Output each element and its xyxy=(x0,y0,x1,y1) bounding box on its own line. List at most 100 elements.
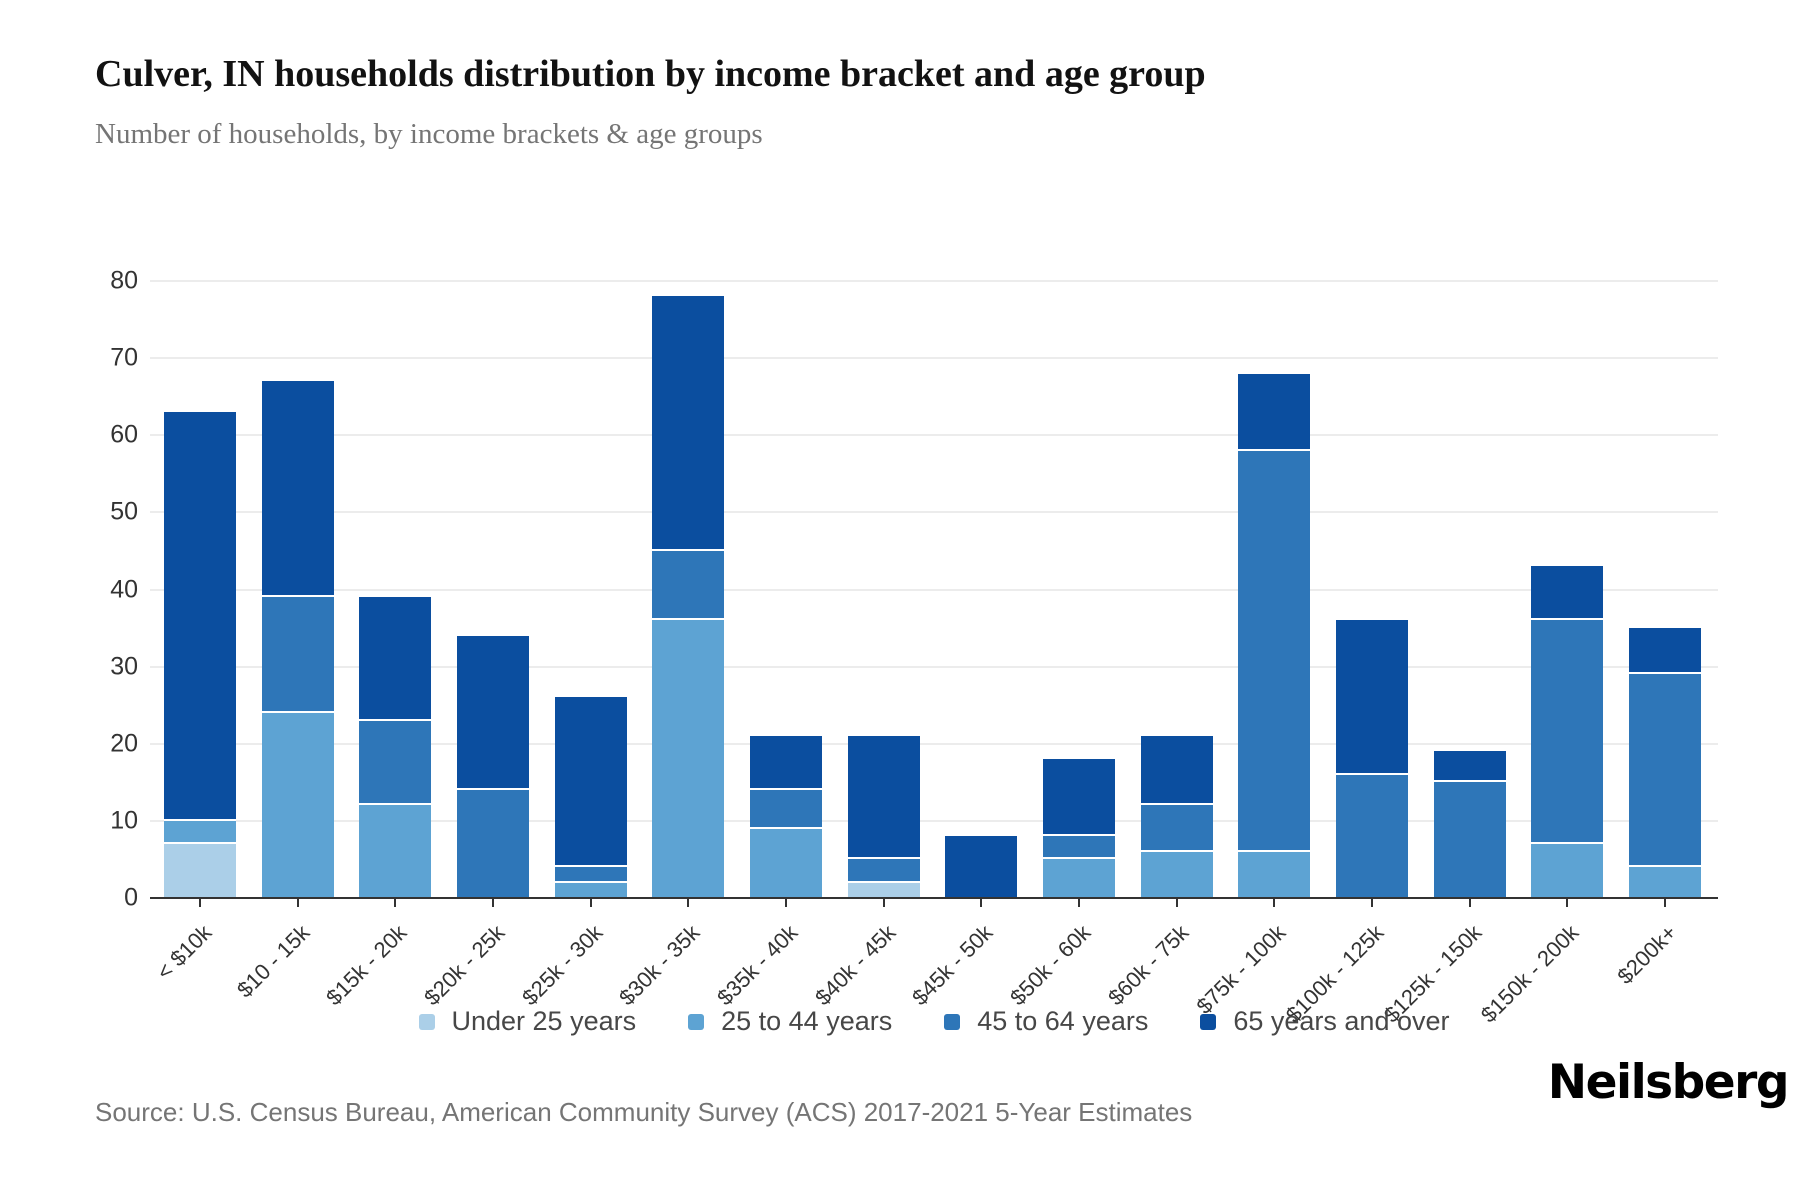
bar-$200k+ xyxy=(1629,628,1701,898)
bar-segment-45 to 64 years[interactable] xyxy=(1043,836,1115,860)
gridline xyxy=(150,742,1718,745)
x-axis-tick xyxy=(492,899,494,907)
bar-segment-45 to 64 years[interactable] xyxy=(1336,774,1408,898)
bar-segment-65 years and over[interactable] xyxy=(261,381,334,598)
y-axis-tick-label: 50 xyxy=(110,497,138,526)
x-axis-tick-label: $30k - 35k xyxy=(614,919,705,1011)
bar-segment-65 years and over[interactable] xyxy=(359,597,432,721)
bar-segment-45 to 64 years[interactable] xyxy=(457,790,529,898)
bar-segment-45 to 64 years[interactable] xyxy=(1140,805,1213,852)
legend-item-25 to 44 years[interactable]: 25 to 44 years xyxy=(688,1006,892,1037)
page-title: Culver, IN households distribution by in… xyxy=(95,53,1206,95)
bar-$50k - 60k xyxy=(1043,759,1115,898)
x-axis-tick xyxy=(1664,899,1666,907)
source-text: Source: U.S. Census Bureau, American Com… xyxy=(95,1097,1193,1127)
bar-segment-Under 25 years[interactable] xyxy=(164,843,236,898)
bar-segment-25 to 44 years[interactable] xyxy=(1238,851,1311,898)
bar-$30k - 35k xyxy=(652,296,725,898)
y-axis-tick-label: 40 xyxy=(110,575,138,603)
bar-segment-65 years and over[interactable] xyxy=(457,635,529,791)
x-axis-tick-label: $60k - 75k xyxy=(1102,919,1194,1011)
gridline xyxy=(150,280,1718,282)
legend-item-45 to 64 years[interactable]: 45 to 64 years xyxy=(944,1006,1148,1037)
bar-segment-25 to 44 years[interactable] xyxy=(164,820,236,844)
bar-segment-65 years and over[interactable] xyxy=(750,736,822,791)
bar-segment-25 to 44 years[interactable] xyxy=(1629,867,1701,898)
bar-segment-45 to 64 years[interactable] xyxy=(1629,674,1701,868)
bar-$45k - 50k xyxy=(945,836,1018,898)
bar-segment-25 to 44 years[interactable] xyxy=(359,805,432,898)
x-axis-tick xyxy=(882,899,885,907)
x-axis-tick-label: < $10k xyxy=(151,919,217,985)
bar-$150k - 200k xyxy=(1531,566,1604,898)
bar-segment-65 years and over[interactable] xyxy=(554,697,627,868)
bar-segment-65 years and over[interactable] xyxy=(164,412,236,821)
brand-logo[interactable]: Neilsberg xyxy=(1547,1055,1790,1110)
x-axis-tick xyxy=(1468,899,1471,907)
bar-segment-65 years and over[interactable] xyxy=(1238,373,1311,451)
legend-swatch-icon xyxy=(1200,1013,1217,1030)
x-axis-tick xyxy=(1078,899,1080,907)
bar-segment-25 to 44 years[interactable] xyxy=(1140,851,1213,898)
legend-label: 25 to 44 years xyxy=(721,1006,893,1036)
gridline xyxy=(150,434,1718,437)
x-axis-line xyxy=(150,897,1718,899)
y-axis-tick-label: 10 xyxy=(110,806,138,835)
legend-item-65 years and over[interactable]: 65 years and over xyxy=(1200,1006,1450,1037)
y-axis-tick-label: 80 xyxy=(110,266,138,295)
x-axis-tick-label: $20k - 25k xyxy=(419,919,510,1011)
bar-$100k - 125k xyxy=(1336,620,1408,898)
bar-segment-25 to 44 years[interactable] xyxy=(261,712,334,898)
bar-segment-45 to 64 years[interactable] xyxy=(554,867,627,883)
x-axis-tick-label: $40k - 45k xyxy=(809,919,901,1011)
bar-$15k - 20k xyxy=(359,597,432,898)
legend-swatch-icon xyxy=(944,1013,961,1030)
x-axis-tick-label: $200k+ xyxy=(1612,919,1682,989)
bar-segment-45 to 64 years[interactable] xyxy=(1531,620,1604,844)
bar-segment-25 to 44 years[interactable] xyxy=(1043,859,1115,898)
bar-$75k - 100k xyxy=(1238,373,1311,898)
page-subtitle: Number of households, by income brackets… xyxy=(95,118,763,150)
bar-$125k - 150k xyxy=(1433,751,1506,898)
gridline xyxy=(150,357,1718,360)
y-axis-tick-label: 30 xyxy=(110,652,138,681)
bar-segment-45 to 64 years[interactable] xyxy=(1238,450,1311,852)
bar-segment-45 to 64 years[interactable] xyxy=(847,859,920,883)
legend-label: 45 to 64 years xyxy=(977,1006,1149,1036)
bar-segment-65 years and over[interactable] xyxy=(1140,736,1213,806)
chart-legend: Under 25 years 25 to 44 years 45 to 64 yea… xyxy=(150,1006,1718,1037)
x-axis-tick xyxy=(1175,899,1178,907)
bar-segment-65 years and over[interactable] xyxy=(847,736,920,860)
bar-$60k - 75k xyxy=(1140,736,1213,898)
bar-segment-45 to 64 years[interactable] xyxy=(652,550,725,621)
bar-segment-25 to 44 years[interactable] xyxy=(750,828,822,898)
bar-segment-65 years and over[interactable] xyxy=(1629,628,1701,675)
bar-segment-65 years and over[interactable] xyxy=(1336,620,1408,775)
bar-segment-45 to 64 years[interactable] xyxy=(1433,782,1506,898)
bar-segment-65 years and over[interactable] xyxy=(652,296,725,551)
x-axis-tick xyxy=(1273,899,1276,907)
legend-swatch-icon xyxy=(418,1013,435,1030)
x-axis-tick-label: $45k - 50k xyxy=(907,919,998,1011)
bar-< $10k xyxy=(164,412,236,898)
bar-segment-Under 25 years[interactable] xyxy=(847,882,920,898)
y-axis-tick-label: 60 xyxy=(110,420,138,449)
x-axis-tick xyxy=(589,899,592,907)
bar-$40k - 45k xyxy=(847,736,920,898)
x-axis-tick xyxy=(687,899,690,907)
bar-segment-25 to 44 years[interactable] xyxy=(554,882,627,898)
bar-$35k - 40k xyxy=(750,736,822,898)
bar-segment-25 to 44 years[interactable] xyxy=(1531,844,1604,898)
bar-segment-65 years and over[interactable] xyxy=(1531,566,1604,621)
bar-segment-45 to 64 years[interactable] xyxy=(750,790,822,829)
bar-segment-65 years and over[interactable] xyxy=(1043,759,1115,837)
bar-segment-25 to 44 years[interactable] xyxy=(652,620,725,898)
x-axis-tick-label: $35k - 40k xyxy=(712,919,803,1011)
bar-segment-45 to 64 years[interactable] xyxy=(359,720,432,806)
bar-segment-65 years and over[interactable] xyxy=(1433,751,1506,783)
legend-item-Under 25 years[interactable]: Under 25 years xyxy=(418,1006,636,1037)
bar-segment-45 to 64 years[interactable] xyxy=(261,597,334,713)
y-axis-tick-label: 70 xyxy=(110,343,138,372)
bar-segment-65 years and over[interactable] xyxy=(945,836,1018,898)
x-axis-tick-label: $50k - 60k xyxy=(1005,919,1096,1011)
